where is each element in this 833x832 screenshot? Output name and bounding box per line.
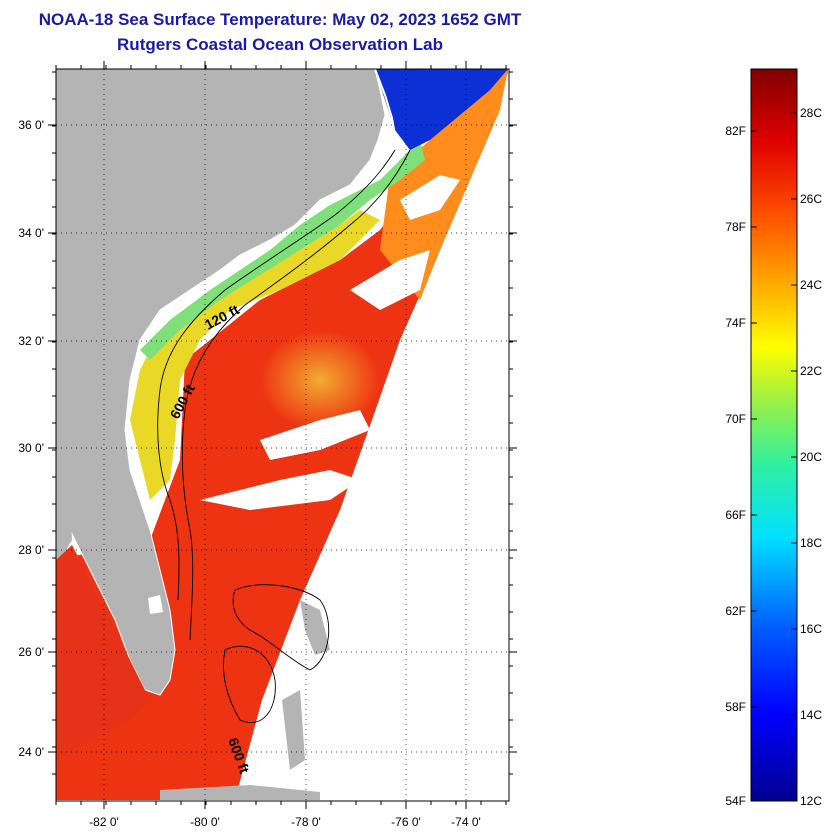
lat-label: 28 0' — [18, 543, 44, 557]
lat-label: 24 0' — [18, 745, 44, 759]
lon-label: -76 0' — [391, 815, 421, 829]
ocean-yellow-shelf — [130, 210, 380, 500]
colorbar-c-label: 12C — [800, 794, 822, 808]
colorbar-c-label: 22C — [800, 364, 822, 378]
warm-eddy — [260, 330, 380, 430]
ocean-gulf — [56, 545, 150, 760]
isobath-bahamas — [232, 584, 330, 671]
colorbar-c-label: 16C — [800, 622, 822, 636]
colorbar-f-label: 74F — [725, 316, 746, 330]
isobath-bahamas-2 — [223, 645, 276, 723]
lat-label: 30 0' — [18, 441, 44, 455]
colorbar-f-label: 58F — [725, 700, 746, 714]
map-title: NOAA-18 Sea Surface Temperature: May 02,… — [38, 10, 522, 29]
lon-label: -74 0' — [451, 815, 481, 829]
land-bahamas — [300, 600, 330, 655]
map-subtitle: Rutgers Coastal Ocean Observation Lab — [117, 35, 443, 54]
cloud-patch — [400, 175, 460, 220]
outer-banks — [374, 69, 397, 151]
colorbar-c-label: 18C — [800, 536, 822, 550]
colorbar-c-label: 28C — [800, 106, 822, 120]
lat-label: 34 0' — [18, 226, 44, 240]
colorbar-f-label: 62F — [725, 604, 746, 618]
colorbar-c-label: 26C — [800, 192, 822, 206]
cloud-patch — [260, 410, 370, 460]
cloud-patch — [200, 470, 360, 510]
isobath-120ft — [157, 149, 396, 601]
colorbar-c-label: 20C — [800, 450, 822, 464]
land-andros — [282, 690, 305, 770]
colorbar — [750, 68, 798, 802]
colorbar-ticks: 82F 78F 74F 70F 66F 62F 58F 54F 28C 26C 24C 22C 20C 1… — [725, 106, 822, 808]
lon-label: -82 0' — [89, 815, 119, 829]
lon-label: -78 0' — [291, 815, 321, 829]
lat-label: 32 0' — [18, 334, 44, 348]
cloud-patch — [350, 250, 430, 310]
lat-label: 26 0' — [18, 645, 44, 659]
lat-label: 36 0' — [18, 118, 44, 132]
graticule: 36 0' 34 0' 32 0' 30 0' 28 0' 26 0' 24 0' -82 0… — [18, 61, 517, 829]
colorbar-f-label: 82F — [725, 124, 746, 138]
colorbar-f-label: 70F — [725, 412, 746, 426]
colorbar-c-label: 24C — [800, 278, 822, 292]
isobath-600ft — [181, 149, 411, 641]
land-cuba-edge — [160, 785, 320, 800]
colorbar-c-label: 14C — [800, 708, 822, 722]
colorbar-f-label: 78F — [725, 220, 746, 234]
map-frame — [55, 68, 510, 802]
colorbar-f-label: 66F — [725, 508, 746, 522]
ocean-green-coastal — [140, 140, 425, 360]
lon-label: -80 0' — [190, 815, 220, 829]
colorbar-f-label: 54F — [725, 794, 746, 808]
land-gulf-edge — [56, 490, 72, 560]
ocean-cold-north — [375, 69, 508, 150]
lake-okeechobee — [148, 595, 163, 614]
